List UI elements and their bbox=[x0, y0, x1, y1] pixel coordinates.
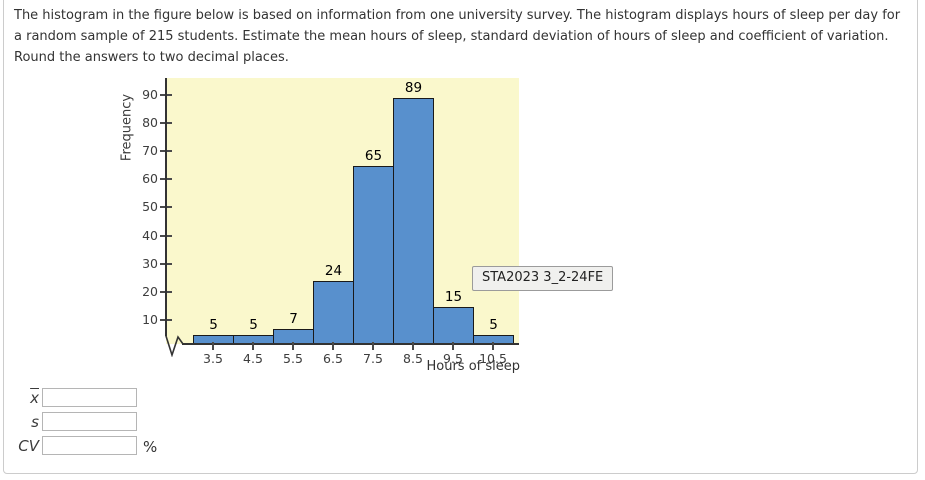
y-tick-label: 90 bbox=[142, 86, 158, 102]
x-tick-mark bbox=[332, 342, 334, 350]
x-tick-label: 3.5 bbox=[203, 351, 223, 366]
s-label: s bbox=[31, 413, 39, 431]
chart-caption-badge: STA2023 3_2-24FE bbox=[472, 266, 614, 291]
x-tick-mark bbox=[452, 342, 454, 350]
x-tick-mark bbox=[292, 342, 294, 350]
bar-value-label: 15 bbox=[444, 289, 463, 305]
x-tick-mark bbox=[492, 342, 494, 350]
y-tick-label: 70 bbox=[142, 143, 158, 159]
x-axis-line bbox=[182, 343, 519, 345]
y-tick-label: 40 bbox=[142, 227, 158, 243]
bar bbox=[433, 307, 474, 344]
bar bbox=[313, 281, 354, 344]
y-tick-label: 80 bbox=[142, 115, 158, 130]
x-tick-mark bbox=[212, 342, 214, 350]
x-tick-mark bbox=[372, 342, 374, 350]
y-tick-label: 50 bbox=[142, 199, 158, 215]
x-tick-label: 9.5 bbox=[443, 351, 463, 366]
y-tick-label: 20 bbox=[142, 283, 158, 299]
bar-value-label: 24 bbox=[324, 263, 343, 279]
bar-value-label: 5 bbox=[489, 317, 498, 333]
bar bbox=[393, 98, 434, 344]
mean-label: x bbox=[30, 389, 39, 407]
x-tick-label: 6.5 bbox=[323, 351, 343, 366]
percent-label: % bbox=[143, 438, 158, 456]
axis-break-icon bbox=[165, 332, 184, 357]
x-tick-label: 5.5 bbox=[283, 351, 303, 366]
mean-input[interactable] bbox=[42, 388, 137, 407]
bar-value-label: 89 bbox=[404, 80, 423, 96]
cv-input[interactable] bbox=[42, 436, 137, 455]
x-tick-label: 10.5 bbox=[479, 351, 507, 366]
bar-value-label: 5 bbox=[249, 317, 258, 333]
x-axis-title: Hours of sleep bbox=[426, 359, 520, 374]
cv-label: CV bbox=[18, 437, 39, 455]
bar-value-label: 7 bbox=[289, 311, 298, 327]
x-tick-mark bbox=[412, 342, 414, 350]
x-tick-label: 7.5 bbox=[363, 351, 383, 366]
bar-value-label: 5 bbox=[209, 317, 218, 333]
problem-text: The histogram in the figure below is bas… bbox=[14, 8, 901, 65]
x-tick-mark bbox=[252, 342, 254, 350]
x-tick-label: 8.5 bbox=[403, 351, 423, 366]
y-axis-line bbox=[165, 78, 167, 336]
bar-value-label: 65 bbox=[364, 148, 383, 164]
bar bbox=[353, 166, 394, 344]
y-tick-label: 30 bbox=[142, 255, 158, 271]
x-tick-label: 4.5 bbox=[243, 351, 263, 366]
y-tick-label: 60 bbox=[142, 171, 158, 187]
y-tick-label: 10 bbox=[142, 311, 158, 327]
s-input[interactable] bbox=[42, 412, 137, 431]
